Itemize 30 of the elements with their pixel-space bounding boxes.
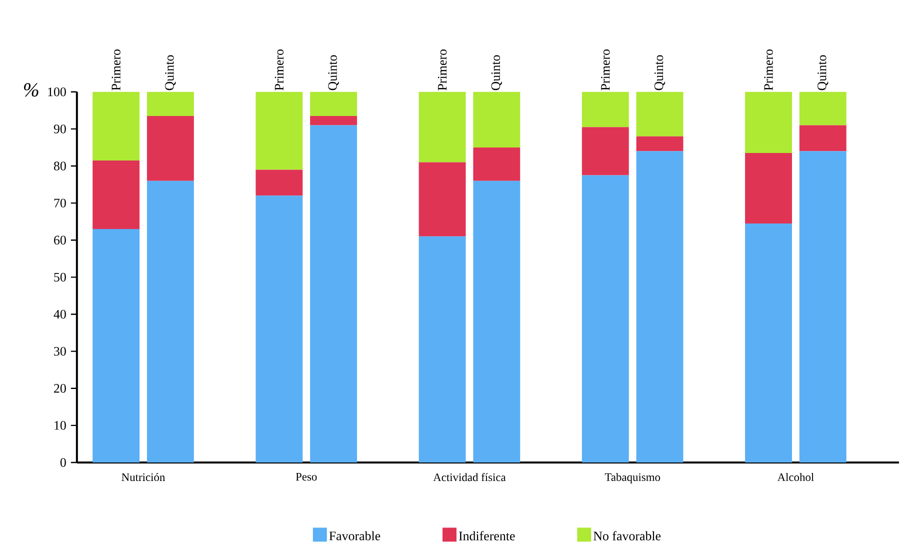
y-tick-label: 10 xyxy=(54,420,66,430)
legend-label: Indiferente xyxy=(458,530,515,540)
legend-label: No favorable xyxy=(594,530,661,540)
text: Tabaquismo xyxy=(604,472,660,484)
text: Alcohol xyxy=(777,472,814,481)
x-tick-label: Quinto xyxy=(654,55,666,90)
y-tick-label: 30 xyxy=(54,346,66,356)
x-tick-label: Primero xyxy=(438,49,447,90)
y-tick-label: 20 xyxy=(54,384,66,393)
x-tick-label: Quinto xyxy=(165,55,176,90)
legend-label: Favorable xyxy=(329,531,380,540)
y-tick-label: 40 xyxy=(54,310,66,318)
x-tick-label: Primero xyxy=(764,49,773,90)
text: Peso xyxy=(296,472,317,480)
y-tick-label: 100 xyxy=(48,87,66,96)
y-tick-label: 70 xyxy=(54,198,66,208)
y-tick-label: 60 xyxy=(54,236,66,244)
x-tick-label: Quinto xyxy=(818,55,828,90)
x-tick-label: Primero xyxy=(601,49,610,90)
y-tick-label: 0 xyxy=(60,458,66,467)
x-tick-label: Primero xyxy=(274,49,284,90)
x-tick-label: Quinto xyxy=(328,55,339,90)
y-tick-label: 90 xyxy=(54,124,66,134)
y-tick-label: 50 xyxy=(54,272,66,282)
text: Nutrición xyxy=(122,472,166,481)
x-tick-label: Quinto xyxy=(491,55,502,90)
y-tick-label: 80 xyxy=(54,161,66,170)
y-axis-title: % xyxy=(24,82,38,96)
x-tick-label: Primero xyxy=(112,49,120,90)
text: Actividad física xyxy=(433,472,506,481)
